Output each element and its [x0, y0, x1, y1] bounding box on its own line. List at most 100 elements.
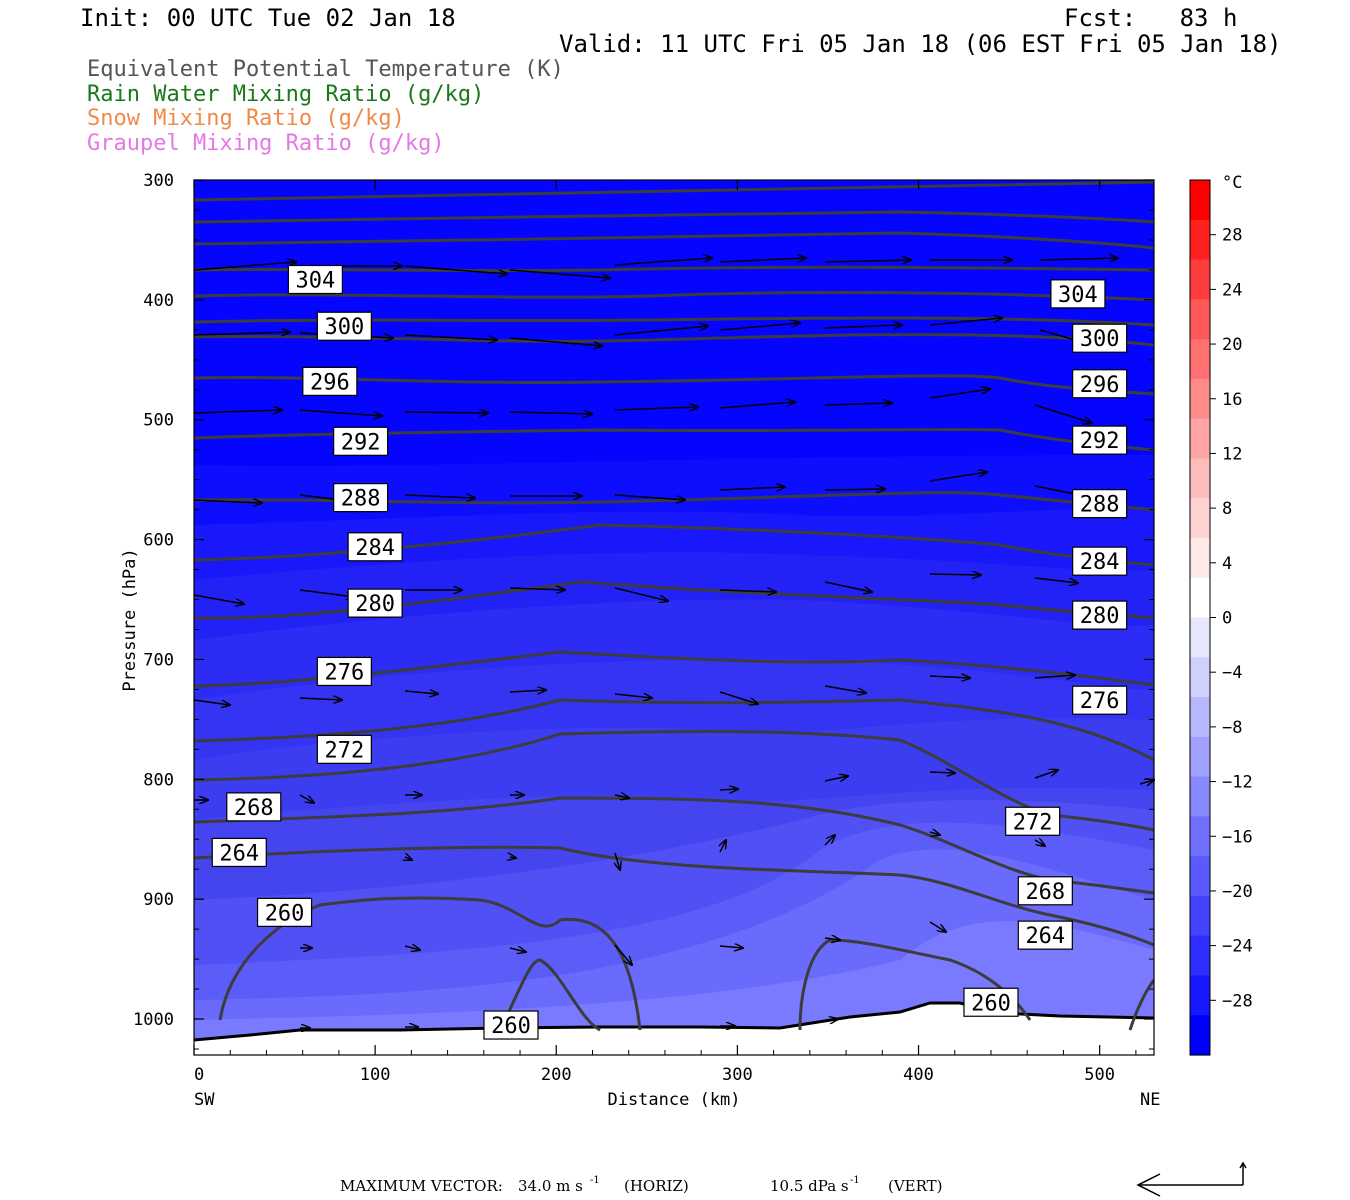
colorbar-segment — [1190, 219, 1210, 261]
colorbar-segment — [1190, 1015, 1210, 1056]
theta-e-label: 288 — [333, 483, 389, 513]
colorbar-segment — [1190, 736, 1210, 778]
colorbar-segment — [1190, 697, 1210, 738]
theta-e-label: 284 — [347, 532, 403, 562]
theta-e-label: 260 — [256, 897, 313, 927]
max-vector-horiz-exp: -1 — [590, 1175, 600, 1186]
x-axis: 0 100 200 300 400 500 — [193, 180, 1137, 1085]
y-tick-label: 700 — [143, 650, 174, 670]
colorbar-segment — [1190, 418, 1210, 460]
y-tick-label: 600 — [143, 531, 174, 551]
max-vector-vert-exp: -1 — [850, 1175, 860, 1186]
theta-e-label: 304 — [287, 264, 343, 295]
svg-text:304: 304 — [1058, 283, 1098, 308]
colorbar-segment — [1190, 895, 1210, 937]
colorbar-label: 20 — [1222, 335, 1242, 355]
colorbar: 28 24 20 16 12 8 4 0 −4 −8 −12 −16 −20 −24 −28 °C — [1189, 173, 1253, 1056]
colorbar-segment — [1190, 259, 1210, 300]
colorbar-label: −20 — [1222, 882, 1253, 902]
colorbar-segment — [1190, 657, 1210, 698]
colorbar-segment — [1190, 339, 1210, 380]
svg-text:284: 284 — [355, 536, 395, 561]
x-tick-label: 500 — [1084, 1065, 1115, 1085]
max-vector-arrows-icon — [1136, 1161, 1247, 1197]
colorbar-segment — [1190, 180, 1210, 221]
colorbar-label: 24 — [1222, 280, 1242, 300]
svg-text:268: 268 — [234, 796, 274, 821]
svg-text:260: 260 — [265, 901, 305, 926]
colorbar-label: 8 — [1222, 499, 1232, 519]
svg-text:300: 300 — [324, 315, 364, 340]
y-axis-label: Pressure (hPa) — [120, 548, 140, 691]
theta-e-label: 264 — [211, 837, 267, 868]
theta-e-label: 276 — [1072, 685, 1128, 715]
svg-text:296: 296 — [310, 370, 350, 395]
colorbar-label: −28 — [1222, 991, 1253, 1011]
theta-e-label: 284 — [1072, 546, 1128, 576]
svg-text:288: 288 — [341, 487, 381, 512]
svg-text:296: 296 — [1080, 373, 1120, 398]
colorbar-label: −12 — [1222, 773, 1253, 793]
theta-e-label: 296 — [1072, 369, 1128, 399]
max-vector-horiz-tag: (HORIZ) — [624, 1177, 689, 1195]
colorbar-segment — [1190, 498, 1210, 539]
colorbar-segment — [1190, 617, 1210, 658]
colorbar-label: −24 — [1222, 937, 1253, 957]
theta-e-label: 260 — [963, 987, 1019, 1017]
colorbar-segment — [1190, 975, 1210, 1016]
y-axis: 300 400 500 600 700 800 900 1000 — [133, 171, 1154, 1050]
svg-text:264: 264 — [219, 841, 259, 866]
legend-graupel: Graupel Mixing Ratio (g/kg) — [87, 131, 445, 156]
x-tick-label: 0 — [194, 1065, 204, 1085]
colorbar-segment — [1190, 776, 1210, 817]
svg-text:304: 304 — [295, 268, 335, 293]
theta-e-label: 280 — [347, 588, 403, 618]
x-endpoint-right: NE — [1140, 1090, 1160, 1110]
svg-text:260: 260 — [491, 1014, 531, 1039]
y-tick-label: 500 — [143, 411, 174, 431]
y-tick-label: 1000 — [133, 1010, 174, 1030]
y-tick-label: 300 — [143, 171, 174, 191]
x-tick-label: 200 — [541, 1065, 572, 1085]
theta-e-label: 304 — [1050, 279, 1106, 309]
theta-e-label: 264 — [1017, 920, 1073, 950]
colorbar-label: 4 — [1222, 554, 1232, 574]
plot-frame — [193, 179, 1155, 1056]
svg-text:292: 292 — [1080, 429, 1120, 454]
colorbar-segment — [1190, 935, 1210, 977]
y-tick-label: 800 — [143, 770, 174, 790]
theta-e-label: 292 — [1072, 425, 1128, 455]
svg-text:260: 260 — [971, 991, 1011, 1016]
svg-text:272: 272 — [1013, 810, 1053, 835]
theta-e-label: 296 — [302, 366, 358, 396]
init-time: Init: 00 UTC Tue 02 Jan 18 — [80, 4, 456, 32]
colorbar-label: −8 — [1222, 718, 1242, 738]
legend-snow: Snow Mixing Ratio (g/kg) — [87, 106, 405, 131]
x-tick-label: 300 — [722, 1065, 753, 1085]
colorbar-segment — [1190, 537, 1210, 579]
theta-e-label: 268 — [1017, 876, 1073, 906]
theta-e-label: 272 — [1005, 806, 1061, 836]
theta-e-label: 288 — [1072, 489, 1128, 519]
colorbar-segment — [1190, 577, 1210, 619]
y-tick-label: 900 — [143, 890, 174, 910]
svg-text:276: 276 — [324, 660, 364, 685]
legend-rain: Rain Water Mixing Ratio (g/kg) — [87, 82, 485, 107]
max-vector-footer: MAXIMUM VECTOR: 34.0 m s -1 (HORIZ) 10.5… — [340, 1175, 943, 1195]
svg-text:264: 264 — [1025, 924, 1065, 949]
theta-e-label: 300 — [1072, 323, 1128, 353]
max-vector-label: MAXIMUM VECTOR: — [340, 1177, 503, 1195]
max-vector-vert-tag: (VERT) — [888, 1177, 943, 1195]
wind-vectors — [193, 258, 1154, 1028]
x-axis-label: Distance (km) — [607, 1090, 740, 1110]
max-vector-horiz: 34.0 m s — [518, 1177, 583, 1195]
valid-time: Valid: 11 UTC Fri 05 Jan 18 (06 EST Fri … — [559, 30, 1282, 58]
y-tick-label: 400 — [143, 291, 174, 311]
colorbar-unit: °C — [1222, 173, 1242, 193]
temperature-fill — [194, 180, 1154, 1055]
theta-e-label: 276 — [316, 656, 372, 687]
colorbar-label: 0 — [1222, 609, 1232, 629]
colorbar-label: 12 — [1222, 444, 1242, 464]
theta-e-label: 300 — [316, 311, 372, 341]
